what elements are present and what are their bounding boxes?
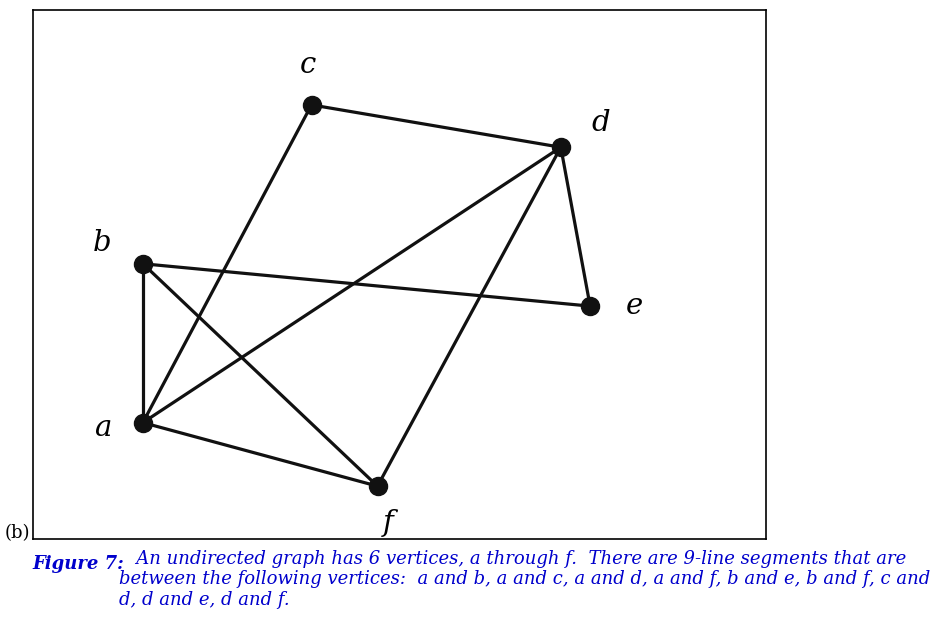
Text: f: f bbox=[384, 509, 394, 537]
Text: An undirected graph has 6 vertices, a through f.  There are 9-line segments that: An undirected graph has 6 vertices, a th… bbox=[119, 549, 931, 609]
Text: Figure 7:: Figure 7: bbox=[33, 555, 125, 573]
Text: (b): (b) bbox=[5, 524, 30, 542]
Text: c: c bbox=[300, 51, 316, 79]
Text: b: b bbox=[93, 228, 112, 256]
Text: a: a bbox=[94, 414, 111, 442]
Text: d: d bbox=[592, 110, 610, 137]
Text: e: e bbox=[625, 292, 643, 320]
